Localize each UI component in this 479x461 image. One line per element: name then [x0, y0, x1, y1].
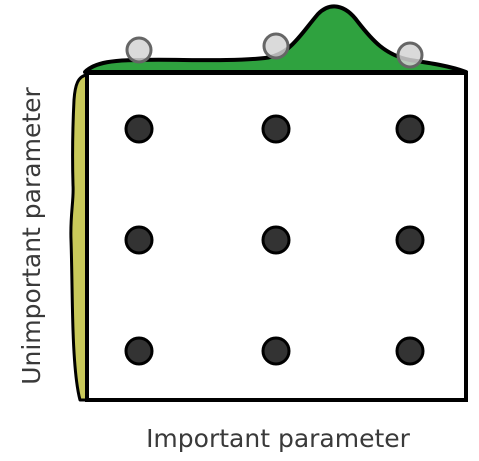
grid-point [261, 336, 291, 366]
grid-point [261, 225, 291, 255]
grid-point [124, 336, 154, 366]
x-axis-label: Important parameter [146, 424, 411, 453]
grid-point [395, 225, 425, 255]
grid-point [261, 114, 291, 144]
grid-point [124, 114, 154, 144]
projected-point [396, 41, 424, 69]
unimportant-parameter-distribution [69, 73, 89, 402]
grid-point [395, 114, 425, 144]
y-axis-label: Unimportant parameter [17, 86, 46, 384]
projected-point [262, 32, 290, 60]
grid-points [124, 114, 425, 366]
grid-point [395, 336, 425, 366]
projected-points [125, 32, 424, 69]
projected-point [125, 36, 153, 64]
grid-point [124, 225, 154, 255]
